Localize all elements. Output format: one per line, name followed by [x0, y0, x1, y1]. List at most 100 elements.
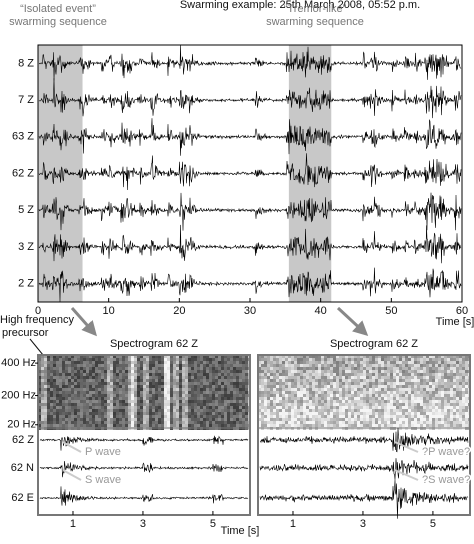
spectrogram-cell: [348, 397, 351, 400]
spectrogram-cell: [155, 373, 158, 376]
spectrogram-cell: [86, 385, 89, 388]
spectrogram-cell: [80, 415, 83, 418]
spectrogram-cell: [50, 382, 53, 385]
spectrogram-cell: [300, 397, 303, 400]
spectrogram-cell: [134, 397, 137, 400]
spectrogram-cell: [264, 367, 267, 370]
spectrogram-cell: [41, 394, 44, 397]
spectrogram-cell: [92, 415, 95, 418]
spectrogram-cell: [297, 382, 300, 385]
spectrogram-cell: [384, 424, 387, 427]
spectrogram-cell: [276, 403, 279, 406]
spectrogram-cell: [122, 373, 125, 376]
spectrogram-cell: [447, 391, 450, 394]
spectrogram-cell: [414, 373, 417, 376]
spectrogram-cell: [224, 406, 227, 409]
spectrogram-cell: [405, 418, 408, 421]
spectrogram-cell: [282, 385, 285, 388]
spectrogram-cell: [161, 385, 164, 388]
spectrogram-cell: [119, 397, 122, 400]
spectrogram-cell: [285, 355, 288, 358]
spectrogram-cell: [444, 358, 447, 361]
spectrogram-cell: [203, 421, 206, 424]
spectrogram-cell: [125, 421, 128, 424]
spectrogram-cell: [429, 385, 432, 388]
spectrogram-cell: [285, 379, 288, 382]
spectrogram-cell: [336, 388, 339, 391]
spectrogram-cell: [131, 376, 134, 379]
spectrogram-cell: [279, 400, 282, 403]
spectrogram-cell: [203, 409, 206, 412]
spectrogram-cell: [282, 355, 285, 358]
spectrogram-cell: [396, 394, 399, 397]
spectrogram-cell: [354, 355, 357, 358]
spectrogram-cell: [297, 391, 300, 394]
spectrogram-cell: [113, 376, 116, 379]
spectrogram-cell: [438, 355, 441, 358]
spectrogram-cell: [444, 370, 447, 373]
spectrogram-cell: [227, 412, 230, 415]
spectrogram-cell: [179, 382, 182, 385]
spectrogram-cell: [447, 379, 450, 382]
spectrogram-cell: [233, 361, 236, 364]
spectrogram-cell: [227, 415, 230, 418]
spectrogram-cell: [104, 355, 107, 358]
spectrogram-cell: [258, 415, 261, 418]
spectrogram-cell: [146, 418, 149, 421]
y-tick-label: 200 Hz: [1, 389, 36, 401]
spectrogram-cell: [53, 370, 56, 373]
spectrogram-cell: [270, 358, 273, 361]
spectrogram-cell: [191, 382, 194, 385]
spectrogram-cell: [113, 409, 116, 412]
spectrogram-cell: [218, 373, 221, 376]
spectrogram-cell: [59, 391, 62, 394]
spectrogram-cell: [336, 418, 339, 421]
spectrogram-cell: [197, 382, 200, 385]
spectrogram-cell: [206, 415, 209, 418]
spectrogram-cell: [146, 424, 149, 427]
spectrogram-cell: [68, 388, 71, 391]
spectrogram-cell: [285, 361, 288, 364]
spectrogram-cell: [119, 367, 122, 370]
spectrogram-cell: [351, 355, 354, 358]
spectrogram-cell: [125, 376, 128, 379]
spectrogram-cell: [221, 391, 224, 394]
spectrogram-cell: [122, 376, 125, 379]
spectrogram-cell: [104, 400, 107, 403]
spectrogram-cell: [233, 421, 236, 424]
spectrogram-cell: [191, 373, 194, 376]
spectrogram-cell: [339, 415, 342, 418]
spectrogram-cell: [212, 370, 215, 373]
spectrogram-cell: [236, 412, 239, 415]
spectrogram-cell: [453, 370, 456, 373]
spectrogram-cell: [185, 382, 188, 385]
spectrogram-cell: [399, 415, 402, 418]
spectrogram-cell: [41, 409, 44, 412]
spectrogram-cell: [414, 370, 417, 373]
spectrogram-cell: [155, 394, 158, 397]
spectrogram-cell: [146, 364, 149, 367]
spectrogram-cell: [80, 412, 83, 415]
spectrogram-cell: [116, 406, 119, 409]
spectrogram-cell: [122, 412, 125, 415]
spectrogram-cell: [218, 385, 221, 388]
spectrogram-cell: [89, 367, 92, 370]
spectrogram-cell: [47, 373, 50, 376]
spectrogram-cell: [65, 376, 68, 379]
spectrogram-cell: [221, 415, 224, 418]
spectrogram-cell: [56, 388, 59, 391]
spectrogram-cell: [158, 382, 161, 385]
spectrogram-cell: [420, 388, 423, 391]
spectrogram-cell: [369, 412, 372, 415]
spectrogram-cell: [221, 376, 224, 379]
spectrogram-cell: [315, 373, 318, 376]
spectrogram-cell: [188, 382, 191, 385]
spectrogram-cell: [38, 403, 41, 406]
spectrogram-cell: [89, 388, 92, 391]
spectrogram-cell: [330, 379, 333, 382]
spectrogram-cell: [155, 418, 158, 421]
spectrogram-cell: [212, 367, 215, 370]
spectrogram-cell: [393, 391, 396, 394]
spectrogram-cell: [429, 421, 432, 424]
spectrogram-cell: [297, 424, 300, 427]
